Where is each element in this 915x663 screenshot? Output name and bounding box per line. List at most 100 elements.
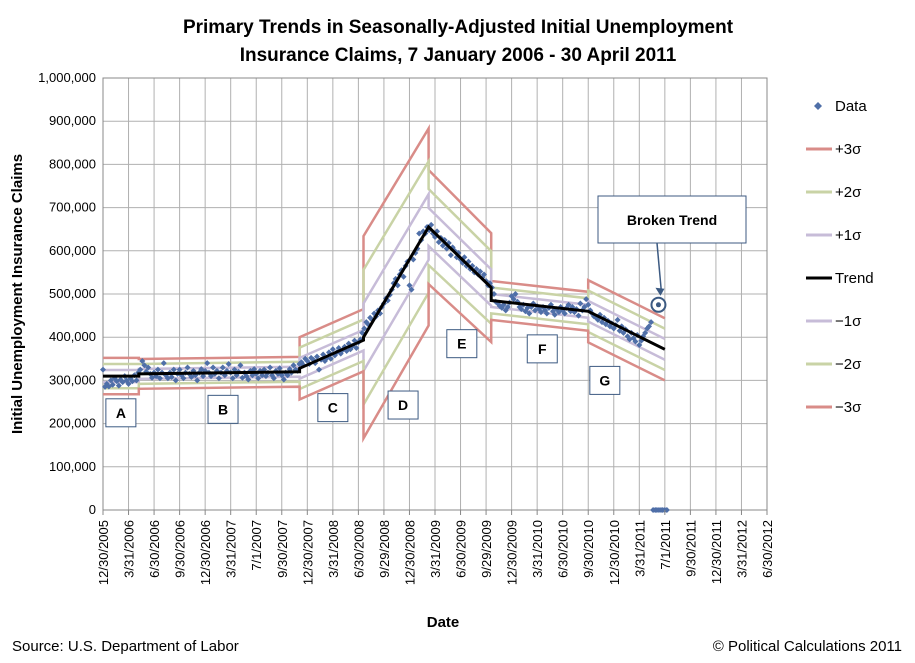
legend-marker-data [814,102,822,110]
data-point-39 [176,366,183,373]
data-point-133 [361,325,368,332]
data-point-287 [663,507,670,513]
minus-2-sigma-line [103,262,666,410]
data-point-15 [129,378,136,385]
callout-arrow-head [655,287,665,296]
legend-label-5: −1σ [835,313,862,330]
x-tick-label-7: 9/30/2007 [275,520,290,578]
data-point-37 [172,377,179,384]
legend-label-4: Trend [835,270,874,287]
x-tick-label-14: 6/30/2009 [454,520,469,578]
data-point-117 [329,346,336,353]
data-point-5 [109,381,116,388]
data-point-92 [280,376,287,383]
x-tick-label-15: 9/29/2009 [479,520,494,578]
data-point-246 [583,296,590,303]
data-point-226 [543,310,550,317]
data-point-28 [154,366,161,373]
x-tick-label-9: 3/31/2008 [326,520,341,578]
segment-label-A: A [116,405,126,421]
x-tick-label-24: 12/30/2011 [709,520,724,584]
x-tick-label-12: 12/30/2008 [402,520,417,585]
x-tick-label-1: 3/31/2006 [122,520,137,578]
x-tick-label-3: 9/30/2006 [173,520,188,578]
segment-label-B: B [218,401,228,417]
chart-title-line-2: Insurance Claims, 7 January 2006 - 30 Ap… [240,45,677,66]
segment-box-G [589,365,621,395]
data-point-70 [237,362,244,369]
y-tick-label-1: 100,000 [49,459,96,474]
y-tick-label-6: 600,000 [49,243,96,258]
data-point-29 [156,375,163,382]
segment-label-E: E [457,336,466,352]
data-point-230 [551,311,558,318]
data-point-209 [510,296,517,303]
data-point-74 [245,376,252,383]
plus-3-sigma-line [103,124,666,361]
callout-box [597,195,747,244]
y-tick-label-0: 0 [89,502,96,517]
x-tick-label-26: 6/30/2012 [760,520,775,578]
trend-path [103,224,666,378]
data-point-0 [100,366,106,373]
x-tick-label-20: 12/30/2010 [607,520,622,585]
data-point-213 [518,306,525,313]
minus-3-sigma-line [103,281,666,443]
x-tick-label-8: 12/30/2007 [300,520,315,585]
y-tick-label-8: 800,000 [49,156,96,171]
data-point-8 [115,382,122,389]
data-point-90 [276,365,283,372]
legend-label-2: +2σ [835,184,862,201]
segment-labels: A B C D E F G [105,329,621,428]
x-tick-label-17: 3/31/2010 [530,520,545,578]
data-point-64 [225,360,232,367]
legend-label-0: Data [835,98,867,115]
data-point-17 [133,377,140,384]
data-point-247 [585,301,592,308]
data-point-262 [614,316,621,323]
legend-label-3: +1σ [835,227,862,244]
x-tick-label-2: 6/30/2006 [147,520,162,578]
data-point-94 [284,372,291,379]
legend: Data +3σ +2σ +1σ Trend −1σ −2σ −3σ [806,98,874,416]
data-point-36 [170,366,177,373]
data-point-243 [577,300,584,307]
segment-box-E [446,329,478,359]
data-point-23 [145,364,152,371]
data-point-67 [231,366,238,373]
data-point-35 [168,373,175,380]
data-point-171 [435,239,442,246]
y-tick-label-9: 900,000 [49,113,96,128]
data-point-109 [314,353,321,360]
data-point-156 [406,282,413,289]
callout-target-ring [650,296,667,313]
trend-line [103,224,666,378]
x-tick-label-18: 6/30/2010 [556,520,571,578]
data-point-77 [251,366,258,373]
callout-text: Broken Trend [627,212,717,228]
data-point-276 [642,329,649,336]
source-note: Source: U.S. Department of Labor [12,638,239,655]
data-point-278 [646,323,653,330]
data-point-116 [327,355,334,362]
data-point-279 [648,319,655,326]
data-point-91 [278,372,285,379]
callout-target-dot [655,302,661,308]
x-tick-label-10: 6/30/2008 [351,520,366,578]
y-tick-label-5: 500,000 [49,286,96,301]
data-point-273 [636,341,643,348]
data-point-177 [447,252,454,259]
x-tick-label-6: 7/1/2007 [249,520,264,571]
data-point-13 [125,380,132,387]
x-tick-label-23: 9/30/2011 [683,520,698,577]
legend-label-6: −2σ [835,356,862,373]
data-point-59 [215,375,222,382]
x-tick-label-5: 3/31/2007 [224,520,239,578]
data-point-271 [632,338,639,345]
segment-box-B [207,394,239,424]
data-point-235 [561,310,568,317]
data-point-79 [255,375,262,382]
gridlines [102,77,768,511]
data-point-51 [200,373,207,380]
